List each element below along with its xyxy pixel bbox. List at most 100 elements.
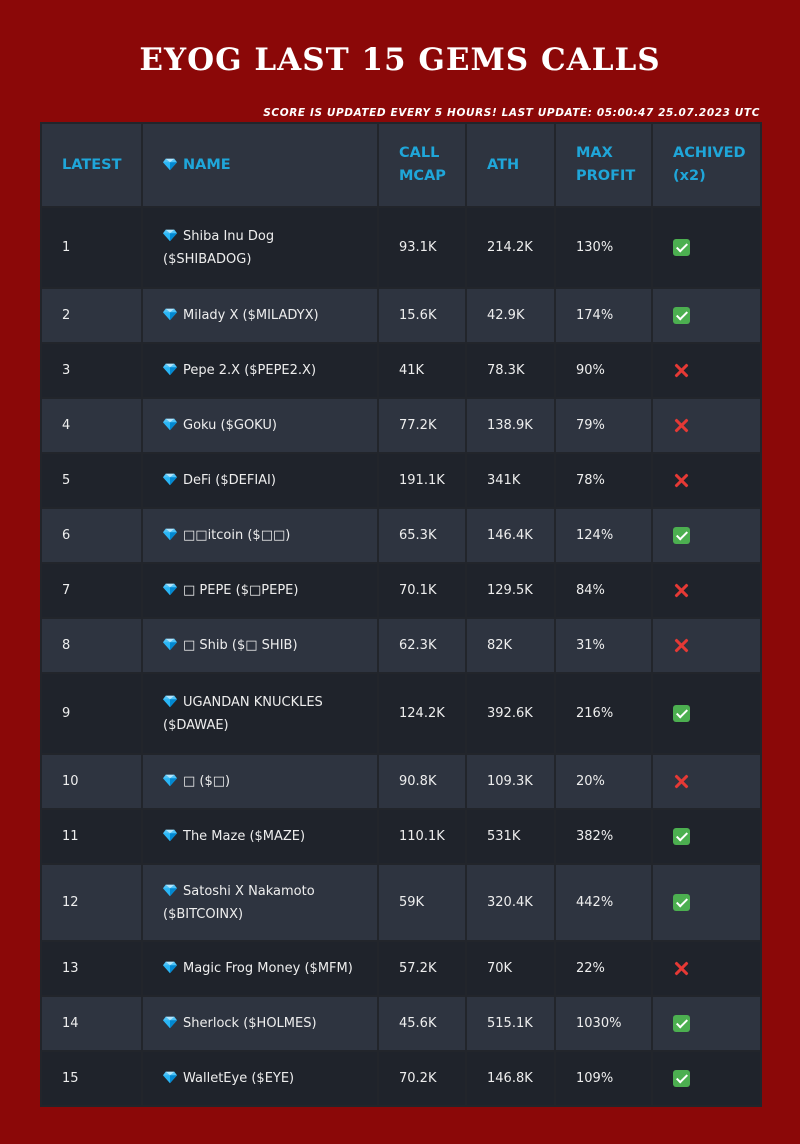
cell-call-mcap: 90.8K <box>379 755 465 808</box>
coin-name: The Maze ($MAZE) <box>183 829 306 844</box>
cross-mark-icon <box>673 582 690 599</box>
cell-call-mcap: 57.2K <box>379 942 465 995</box>
cell-latest: 8 <box>42 619 141 672</box>
cell-max-profit: 84% <box>556 564 651 617</box>
header-achieved: ACHIVED (x2) <box>653 124 760 206</box>
cell-max-profit: 20% <box>556 755 651 808</box>
cell-latest: 7 <box>42 564 141 617</box>
cell-name: Satoshi X Nakamoto ($BITCOINX) <box>143 865 377 940</box>
header-call-mcap: CALL MCAP <box>379 124 465 206</box>
table-header-row: LATEST NAME CALL MCAP ATH MAX PROFIT ACH… <box>42 124 760 206</box>
gems-table-container: LATEST NAME CALL MCAP ATH MAX PROFIT ACH… <box>40 122 762 1107</box>
cell-name: DeFi ($DEFIAI) <box>143 454 377 507</box>
cell-latest: 2 <box>42 289 141 342</box>
table-row: 10 □ ($□) 90.8K 109.3K 20% <box>42 755 760 808</box>
cell-max-profit: 22% <box>556 942 651 995</box>
cell-call-mcap: 93.1K <box>379 208 465 287</box>
cell-ath: 320.4K <box>467 865 554 940</box>
cell-achieved <box>653 344 760 397</box>
coin-name: Satoshi X Nakamoto ($BITCOINX) <box>163 883 315 922</box>
cell-name: The Maze ($MAZE) <box>143 810 377 863</box>
check-mark-icon <box>673 527 690 544</box>
cell-call-mcap: 62.3K <box>379 619 465 672</box>
gem-icon <box>163 638 177 651</box>
cell-name: Goku ($GOKU) <box>143 399 377 452</box>
gem-icon <box>163 418 177 431</box>
coin-name: Magic Frog Money ($MFM) <box>183 961 353 976</box>
table-row: 13 Magic Frog Money ($MFM) 57.2K 70K 22% <box>42 942 760 995</box>
cell-latest: 14 <box>42 997 141 1050</box>
cell-ath: 78.3K <box>467 344 554 397</box>
cell-ath: 70K <box>467 942 554 995</box>
cell-max-profit: 31% <box>556 619 651 672</box>
table-row: 8 □ Shib ($□ SHIB) 62.3K 82K 31% <box>42 619 760 672</box>
cell-call-mcap: 41K <box>379 344 465 397</box>
cell-call-mcap: 77.2K <box>379 399 465 452</box>
table-row: 2 Milady X ($MILADYX) 15.6K 42.9K 174% <box>42 289 760 342</box>
gem-icon <box>163 829 177 842</box>
cell-ath: 515.1K <box>467 997 554 1050</box>
cell-call-mcap: 191.1K <box>379 454 465 507</box>
cell-name: Pepe 2.X ($PEPE2.X) <box>143 344 377 397</box>
gem-icon <box>163 1071 177 1084</box>
cell-achieved <box>653 810 760 863</box>
coin-name: Shiba Inu Dog ($SHIBADOG) <box>163 228 275 267</box>
cell-ath: 341K <box>467 454 554 507</box>
table-row: 5 DeFi ($DEFIAI) 191.1K 341K 78% <box>42 454 760 507</box>
cell-achieved <box>653 1052 760 1105</box>
cell-ath: 82K <box>467 619 554 672</box>
gem-icon <box>163 363 177 376</box>
cell-latest: 1 <box>42 208 141 287</box>
cell-call-mcap: 59K <box>379 865 465 940</box>
cell-ath: 392.6K <box>467 674 554 753</box>
cell-name: □ Shib ($□ SHIB) <box>143 619 377 672</box>
gem-icon <box>163 583 177 596</box>
cell-name: UGANDAN KNUCKLES ($DAWAE) <box>143 674 377 753</box>
cell-max-profit: 442% <box>556 865 651 940</box>
cross-mark-icon <box>673 773 690 790</box>
gem-icon <box>163 229 177 241</box>
cell-name: Magic Frog Money ($MFM) <box>143 942 377 995</box>
cell-max-profit: 90% <box>556 344 651 397</box>
check-mark-icon <box>673 705 690 722</box>
coin-name: Pepe 2.X ($PEPE2.X) <box>183 363 317 378</box>
coin-name: WalletEye ($EYE) <box>183 1071 295 1086</box>
cell-max-profit: 216% <box>556 674 651 753</box>
cross-mark-icon <box>673 362 690 379</box>
table-row: 9 UGANDAN KNUCKLES ($DAWAE) 124.2K 392.6K 21… <box>42 674 760 753</box>
cell-latest: 11 <box>42 810 141 863</box>
cross-mark-icon <box>673 472 690 489</box>
check-mark-icon <box>673 1015 690 1032</box>
cell-ath: 531K <box>467 810 554 863</box>
check-mark-icon <box>673 239 690 256</box>
gem-icon <box>163 158 177 170</box>
cell-ath: 129.5K <box>467 564 554 617</box>
cell-achieved <box>653 619 760 672</box>
cross-mark-icon <box>673 960 690 977</box>
cell-ath: 146.4K <box>467 509 554 562</box>
table-body: 1 Shiba Inu Dog ($SHIBADOG) 93.1K 214.2K 130… <box>42 208 760 1105</box>
cell-call-mcap: 70.1K <box>379 564 465 617</box>
cell-max-profit: 130% <box>556 208 651 287</box>
cell-max-profit: 78% <box>556 454 651 507</box>
update-note: SCORE IS UPDATED EVERY 5 HOURS! LAST UPD… <box>263 107 760 119</box>
gem-icon <box>163 774 177 787</box>
cell-latest: 12 <box>42 865 141 940</box>
table-row: 3 Pepe 2.X ($PEPE2.X) 41K 78.3K 90% <box>42 344 760 397</box>
header-name: NAME <box>143 124 377 206</box>
cell-latest: 4 <box>42 399 141 452</box>
cell-name: Sherlock ($HOLMES) <box>143 997 377 1050</box>
gem-icon <box>163 473 177 486</box>
table-row: 12 Satoshi X Nakamoto ($BITCOINX) 59K 320.4… <box>42 865 760 940</box>
gem-icon <box>163 308 177 321</box>
cell-latest: 15 <box>42 1052 141 1105</box>
cell-achieved <box>653 997 760 1050</box>
table-row: 1 Shiba Inu Dog ($SHIBADOG) 93.1K 214.2K 130… <box>42 208 760 287</box>
gem-icon <box>163 528 177 541</box>
cell-latest: 13 <box>42 942 141 995</box>
cell-ath: 42.9K <box>467 289 554 342</box>
header-name-label: NAME <box>183 156 231 173</box>
coin-name: DeFi ($DEFIAI) <box>183 473 276 488</box>
coin-name: Sherlock ($HOLMES) <box>183 1016 317 1031</box>
cell-ath: 138.9K <box>467 399 554 452</box>
